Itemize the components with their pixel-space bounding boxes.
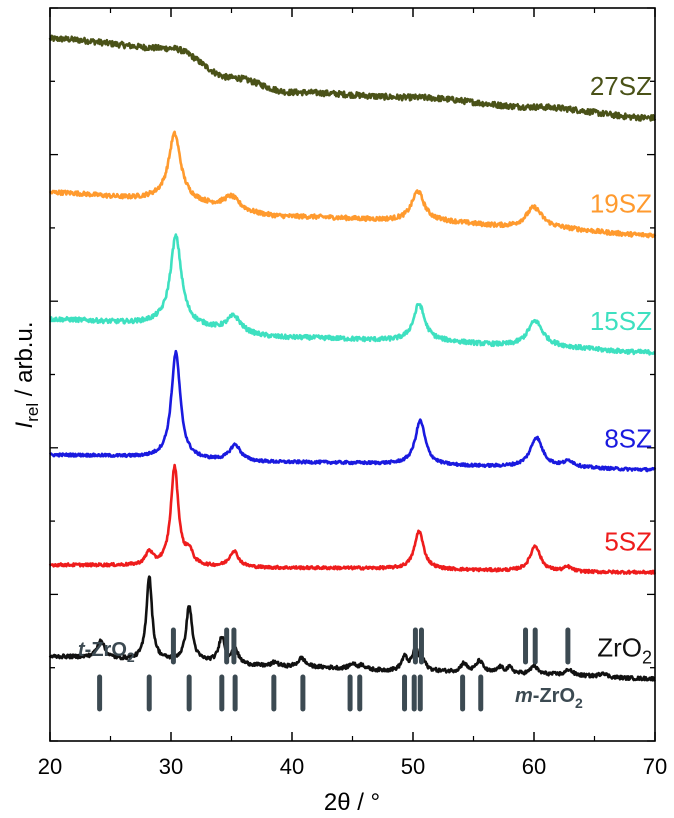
x-tick-label: 70 [643, 754, 667, 779]
series-label-zro2: ZrO2 [597, 632, 652, 667]
series-line-zro2 [48, 575, 656, 682]
traces-layer [48, 34, 657, 682]
x-tick-label: 40 [280, 754, 304, 779]
y-axis-title-sub: rel [23, 403, 42, 422]
reference-label-m-zro2: m-ZrO2 [515, 685, 583, 711]
axes-layer [49, 7, 656, 742]
series-labels: 27SZ 19SZ 15SZ 8SZ 5SZ ZrO2 [590, 71, 652, 667]
series-label-5sz: 5SZ [604, 526, 652, 556]
series-label-8sz: 8SZ [604, 424, 652, 454]
series-line-19sz [48, 130, 657, 239]
series-line-27sz [48, 34, 657, 122]
x-tick-label: 30 [159, 754, 183, 779]
series-line-5sz [48, 463, 657, 575]
series-label-27sz: 27SZ [590, 71, 652, 101]
y-axis-title: Irel / arb.u. [11, 322, 42, 429]
y-ticks [50, 7, 655, 742]
reference-labels: t-ZrO2 m-ZrO2 [78, 639, 583, 711]
series-line-15sz [48, 233, 656, 356]
y-axis-title-main: I [11, 421, 38, 428]
plot-frame [49, 7, 656, 742]
series-label-19sz: 19SZ [590, 189, 652, 219]
x-tick-label: 60 [522, 754, 546, 779]
series-label-15sz: 15SZ [590, 306, 652, 336]
reference-label-t-zro2: t-ZrO2 [78, 639, 135, 665]
x-axis-title: 2θ / ° [324, 789, 380, 816]
x-tick-label: 50 [401, 754, 425, 779]
y-axis-title-rest: / arb.u. [11, 322, 38, 403]
series-line-8sz [49, 349, 657, 473]
x-tick-label: 20 [38, 754, 62, 779]
x-ticks: 20 30 40 50 60 70 [38, 8, 667, 779]
reference-ticks-layer [97, 627, 571, 712]
